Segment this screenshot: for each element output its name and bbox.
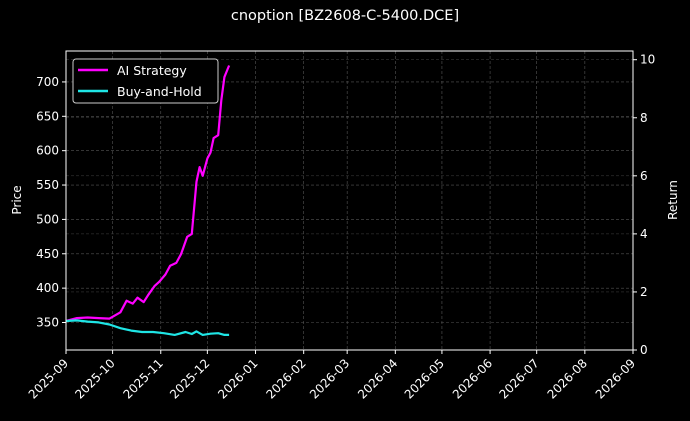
plot-frame (65, 50, 634, 351)
left-y-axis: 350 400 450 500 550 600 650 700 (36, 75, 66, 330)
x-tick-label: 2026-05 (402, 356, 447, 401)
y-left-tick-label: 450 (36, 247, 59, 261)
x-tick-label: 2025-11 (121, 356, 166, 401)
x-tick-label: 2026-02 (263, 356, 308, 401)
x-tick-label: 2026-06 (450, 356, 495, 401)
left-axis-label: Price (10, 185, 24, 214)
y-left-tick-label: 650 (36, 109, 59, 123)
y-right-tick-label: 4 (640, 227, 648, 241)
y-left-tick-label: 350 (36, 316, 59, 330)
y-left-tick-label: 550 (36, 178, 59, 192)
y-right-tick-label: 0 (640, 343, 648, 357)
x-tick-label: 2026-01 (215, 356, 260, 401)
legend-label-ai-strategy: AI Strategy (117, 63, 187, 78)
x-axis: 2025-09 2025-10 2025-11 2025-12 2026-01 2026-… (26, 350, 638, 402)
x-tick-label: 2026-04 (355, 356, 400, 401)
y-right-tick-label: 8 (640, 111, 648, 125)
x-tick-label: 2026-07 (496, 356, 541, 401)
series-lines (65, 65, 231, 336)
x-tick-label: 2025-10 (72, 356, 117, 401)
legend: AI Strategy Buy-and-Hold (72, 58, 219, 104)
series-line-ai-strategy (65, 65, 231, 323)
x-tick-label: 2026-09 (593, 356, 638, 401)
y-left-tick-label: 600 (36, 144, 59, 158)
y-left-tick-label: 400 (36, 281, 59, 295)
x-tick-label: 2026-03 (307, 356, 352, 401)
chart-title: cnoption [BZ2608-C-5400.DCE] (230, 8, 460, 24)
y-right-tick-label: 6 (640, 169, 648, 183)
legend-box (72, 58, 219, 104)
legend-label-buy-and-hold: Buy-and-Hold (117, 84, 202, 99)
y-left-tick-label: 700 (36, 75, 59, 89)
y-right-tick-label: 10 (640, 53, 655, 67)
y-right-tick-label: 2 (640, 285, 648, 299)
x-tick-label: 2026-08 (545, 356, 590, 401)
x-tick-label: 2025-09 (26, 356, 71, 401)
right-y-axis: 0 2 4 6 8 10 (633, 53, 655, 357)
x-tick-label: 2025-12 (167, 356, 212, 401)
series-line-buy-and-hold (65, 319, 230, 336)
right-axis-label: Return (666, 180, 680, 220)
y-left-tick-label: 500 (36, 212, 59, 226)
